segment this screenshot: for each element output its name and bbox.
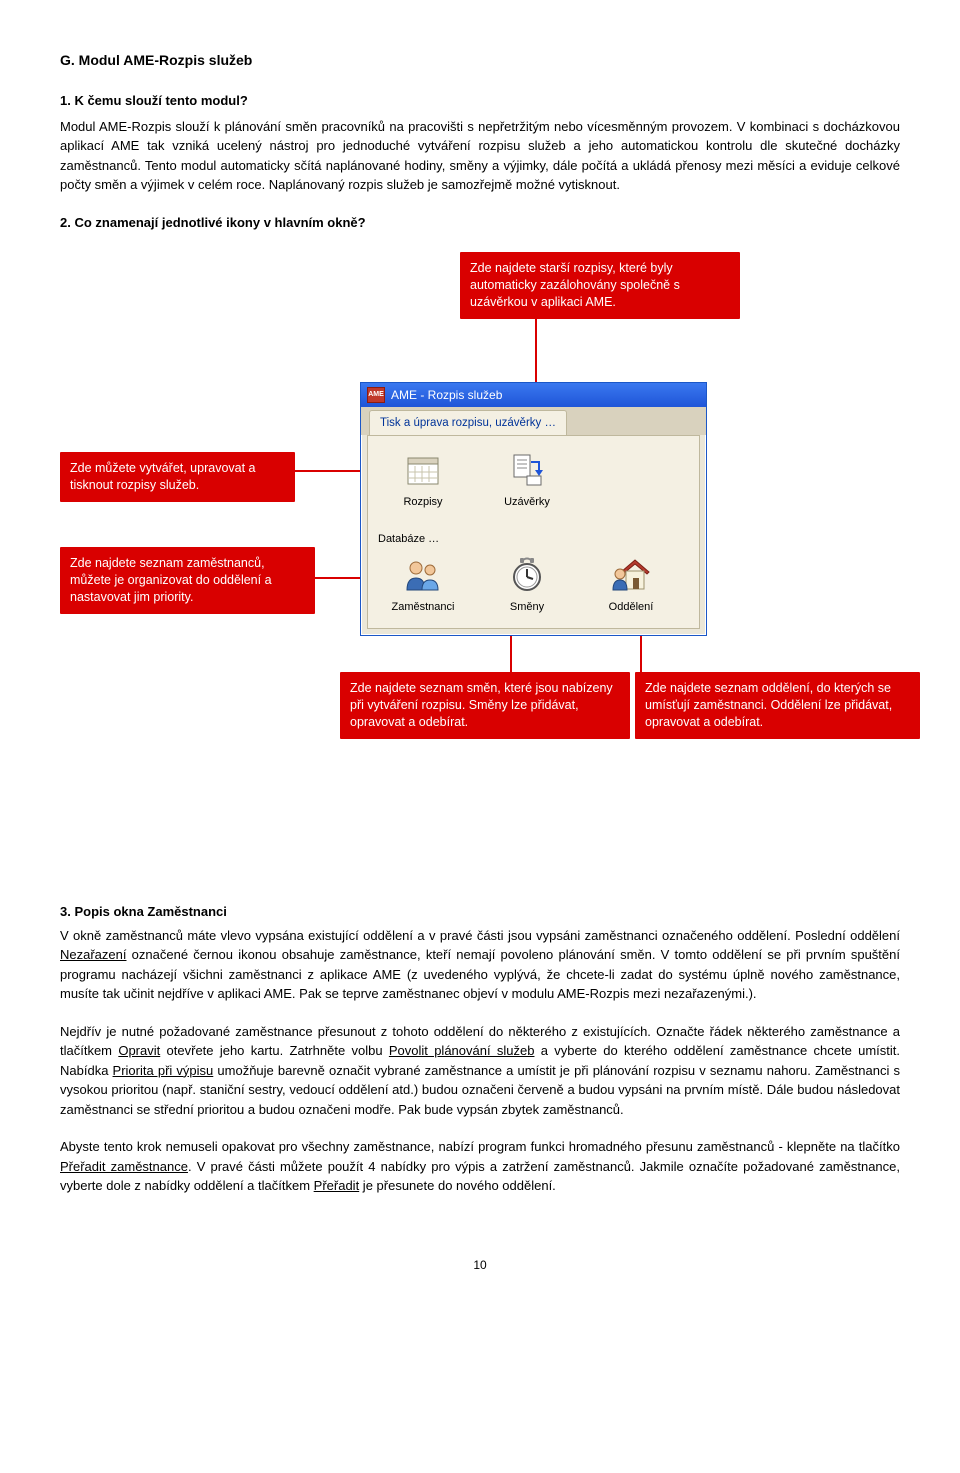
icon-rozpisy[interactable]: Rozpisy: [388, 450, 458, 511]
para-intro: Modul AME-Rozpis slouží k plánování směn…: [60, 117, 900, 195]
callout-rozpisy: Zde můžete vytvářet, upravovat a tisknou…: [60, 452, 295, 502]
text: V okně zaměstnanců máte vlevo vypsána ex…: [60, 928, 900, 943]
page-number: 10: [60, 1256, 900, 1274]
icon-label: Rozpisy: [403, 494, 442, 511]
para-3c: Abyste tento krok nemuseli opakovat pro …: [60, 1137, 900, 1196]
callout-oddeleni: Zde najdete seznam oddělení, do kterých …: [635, 672, 920, 739]
icon-uzaverky[interactable]: Uzávěrky: [492, 450, 562, 511]
window-title: AME - Rozpis služeb: [391, 386, 502, 404]
icon-oddeleni[interactable]: Oddělení: [596, 555, 666, 616]
clock-icon: [507, 555, 547, 595]
term-preradit: Přeřadit: [314, 1178, 360, 1193]
term-opravit: Opravit: [118, 1043, 160, 1058]
section-label-db: Databáze …: [378, 531, 689, 548]
window-titlebar: AME AME - Rozpis služeb: [361, 383, 706, 407]
house-person-icon: [611, 555, 651, 595]
term-preradit-zamestnance: Přeřadit zaměstnance: [60, 1159, 188, 1174]
tab-row: Tisk a úprava rozpisu, uzávěrky …: [361, 407, 706, 435]
term-priorita: Priorita při výpisu: [113, 1063, 214, 1078]
calendar-icon: [403, 450, 443, 490]
tab-rozpis-uzaverky[interactable]: Tisk a úprava rozpisu, uzávěrky …: [369, 410, 567, 435]
app-logo-icon: AME: [367, 387, 385, 403]
term-nezarazeni: Nezařazení: [60, 947, 126, 962]
icon-zamestnanci[interactable]: Zaměstnanci: [388, 555, 458, 616]
section-heading-g: G. Modul AME-Rozpis služeb: [60, 50, 900, 71]
text: je přesunete do nového oddělení.: [359, 1178, 556, 1193]
icon-label: Uzávěrky: [504, 494, 550, 511]
people-icon: [403, 555, 443, 595]
callout-smeny: Zde najdete seznam směn, které jsou nabí…: [340, 672, 630, 739]
icon-label: Směny: [510, 599, 544, 616]
para-3b: Nejdřív je nutné požadované zaměstnance …: [60, 1022, 900, 1120]
callout-uzaverky: Zde najdete starší rozpisy, které byly a…: [460, 252, 740, 319]
text: Abyste tento krok nemuseli opakovat pro …: [60, 1139, 900, 1154]
icon-smeny[interactable]: Směny: [492, 555, 562, 616]
callout-zamestnanci: Zde najdete seznam zaměstnanců, můžete j…: [60, 547, 315, 614]
section-heading-2: 2. Co znamenají jednotlivé ikony v hlavn…: [60, 213, 900, 233]
icon-label: Zaměstnanci: [392, 599, 455, 616]
para-3a: V okně zaměstnanců máte vlevo vypsána ex…: [60, 926, 900, 1004]
icons-diagram: Zde najdete starší rozpisy, které byly a…: [60, 252, 900, 842]
text: otevřete jeho kartu. Zatrhněte volbu: [160, 1043, 389, 1058]
term-povolit-planovani: Povolit plánování služeb: [389, 1043, 535, 1058]
text: označené černou ikonou obsahuje zaměstna…: [60, 947, 900, 1001]
document-arrow-icon: [507, 450, 547, 490]
section-heading-1: 1. K čemu slouží tento modul?: [60, 91, 900, 111]
icon-row-bottom: Zaměstnanci Směny: [378, 555, 689, 616]
app-window: AME AME - Rozpis služeb Tisk a úprava ro…: [360, 382, 707, 636]
section-heading-3: 3. Popis okna Zaměstnanci: [60, 902, 900, 922]
icon-row-top: Rozpisy Uzávěrky: [378, 450, 689, 511]
panel-main: Rozpisy Uzávěrky Databáze: [367, 435, 700, 629]
icon-label: Oddělení: [609, 599, 654, 616]
